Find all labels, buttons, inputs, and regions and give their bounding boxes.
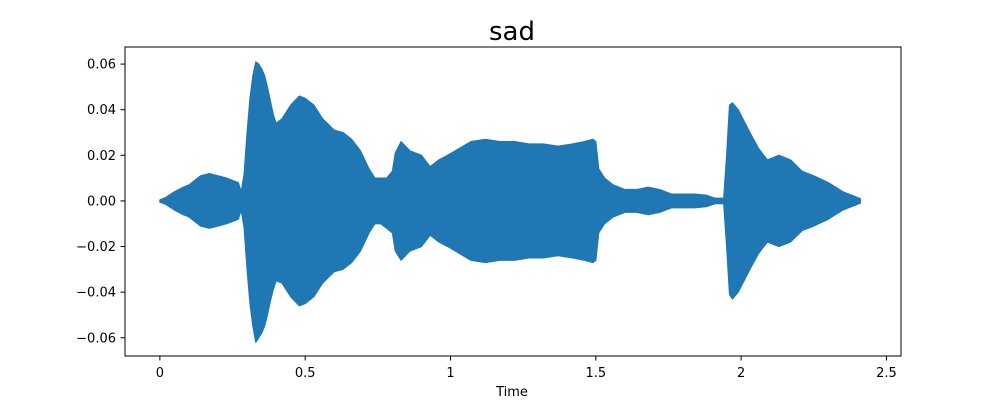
x-tick-label: 0 [156, 366, 164, 381]
x-tick-label: 1.5 [585, 366, 606, 381]
waveform-series-0 [159, 61, 861, 343]
y-tick-label: −0.06 [76, 331, 116, 346]
y-tick-label: −0.04 [76, 286, 116, 301]
x-axis-label: Time [495, 385, 528, 400]
x-tick-label: 2.5 [876, 366, 897, 381]
y-tick-label: −0.02 [76, 240, 116, 255]
y-tick-label: 0.02 [87, 149, 116, 164]
x-tick-label: 1 [446, 366, 454, 381]
axes-frame [124, 46, 902, 357]
chart-title: sad [489, 17, 535, 47]
y-tick-label: 0.00 [87, 194, 116, 209]
x-tick-label: 2 [737, 366, 745, 381]
plot-area [159, 61, 861, 343]
y-tick-label: 0.04 [87, 103, 116, 118]
axes: 0 0.5 1 1.5 2 2.5 −0.06 −0.04 −0.02 0.00 0.02 0.04 0… [76, 46, 902, 381]
y-tick-label: 0.06 [87, 58, 116, 73]
x-tick-label: 0.5 [295, 366, 316, 381]
